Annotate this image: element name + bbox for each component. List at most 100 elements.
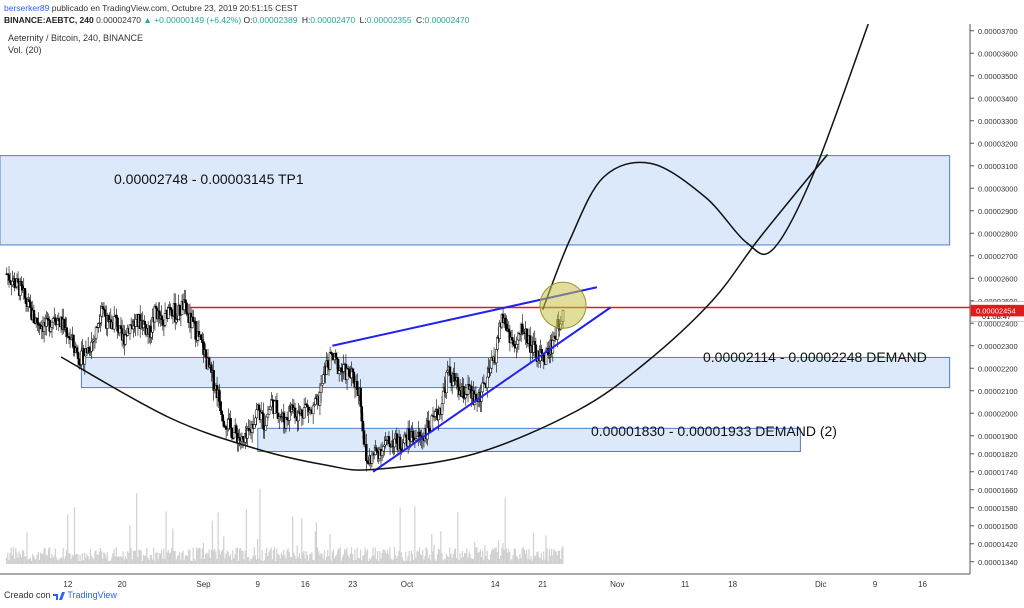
tradingview-link[interactable]: TradingView [67, 590, 117, 600]
volume-bar [41, 553, 43, 564]
volume-bar [523, 549, 526, 564]
candle-body [359, 387, 362, 407]
volume-bar [176, 556, 178, 564]
volume-bar [63, 559, 65, 564]
volume-bar [97, 554, 99, 564]
volume-bar [233, 558, 235, 564]
y-tick-label: 0.00003200 [978, 139, 1018, 148]
volume-bar [409, 560, 411, 564]
volume-bar [69, 553, 71, 564]
volume-bar [104, 553, 106, 564]
volume-bar [539, 558, 541, 564]
volume-bar [201, 548, 203, 564]
volume-bar [453, 549, 455, 564]
volume-bar [262, 560, 264, 564]
volume-bar [530, 556, 532, 564]
volume-bar [59, 559, 61, 564]
volume-bar [324, 560, 327, 564]
volume-bar [122, 551, 124, 564]
volume-bar [416, 551, 418, 564]
volume-bar [344, 549, 346, 564]
volume-bar [200, 558, 202, 564]
volume-bar [137, 557, 139, 564]
candle-body [90, 341, 93, 352]
volume-bar [166, 552, 168, 564]
volume-bar [113, 548, 115, 564]
volume-bar [189, 549, 191, 564]
volume-bar [552, 555, 554, 564]
volume-bar [320, 553, 322, 564]
volume-bar [21, 550, 24, 564]
price-chart[interactable]: 0.00003700 0.00003600 0.00003500 0.00003400… [0, 24, 1024, 590]
volume-bar [224, 558, 226, 564]
volume-bar [340, 560, 342, 564]
x-tick-label: 9 [256, 580, 261, 589]
volume-bar [503, 549, 505, 564]
candle-body [255, 409, 258, 419]
volume-bar [155, 553, 157, 564]
volume-bar [175, 559, 177, 564]
candle-body [230, 427, 234, 439]
candle-body [265, 416, 269, 426]
candle-body [318, 392, 322, 406]
volume-bar [363, 555, 365, 564]
candle-body [445, 372, 448, 393]
volume-bar [323, 549, 325, 564]
volume-bar [440, 531, 442, 564]
candle-body [540, 349, 543, 354]
volume-bar [514, 548, 517, 564]
volume-bar [477, 552, 479, 564]
volume-bar [331, 551, 333, 564]
candle-body [384, 440, 387, 446]
volume-bar [471, 559, 474, 564]
volume-bar [121, 556, 123, 564]
volume-bar [79, 554, 81, 564]
volume-bar [394, 555, 397, 564]
volume-bar [227, 551, 229, 564]
candle-body [201, 339, 204, 343]
volume-bar [486, 550, 488, 564]
volume-bar [111, 557, 113, 564]
candle-body [320, 383, 324, 386]
volume-bar [336, 554, 338, 564]
volume-bar [124, 555, 126, 564]
volume-bar [146, 547, 148, 564]
volume-bar [154, 560, 156, 564]
volume-bar [250, 559, 252, 564]
candle-body [285, 417, 289, 420]
volume-bar [494, 547, 496, 564]
volume-bar [114, 556, 116, 564]
volume-bar [444, 559, 446, 564]
volume-bar [183, 560, 185, 564]
candle-body [496, 336, 499, 350]
volume-bar [376, 551, 379, 564]
volume-bar [287, 548, 289, 564]
candle-body [194, 320, 197, 340]
volume-bar [33, 556, 35, 564]
candle-body [167, 307, 170, 319]
volume-bar [365, 551, 367, 564]
x-tick-label: 16 [918, 580, 927, 589]
volume-bar [475, 547, 477, 564]
volume-bar [520, 558, 522, 564]
candle-body [328, 351, 332, 370]
author-link[interactable]: berserker89 [4, 3, 50, 13]
candle-body [507, 328, 510, 333]
volume-bar [150, 555, 152, 564]
volume-bar [54, 548, 56, 564]
candle-body [20, 281, 23, 287]
volume-bar [277, 553, 279, 564]
candle-body [221, 414, 224, 422]
volume-bar [562, 545, 564, 564]
drawings-layer [60, 24, 970, 473]
candle-body [83, 355, 87, 365]
candle-body [253, 424, 256, 429]
volume-bar [6, 557, 8, 564]
candle-body [28, 299, 31, 303]
volume-bar [476, 547, 478, 564]
volume-bar [296, 545, 298, 564]
volume-bar [437, 548, 440, 564]
volume-bar [515, 556, 518, 564]
candle-body [29, 301, 32, 309]
candle-body [322, 374, 325, 384]
